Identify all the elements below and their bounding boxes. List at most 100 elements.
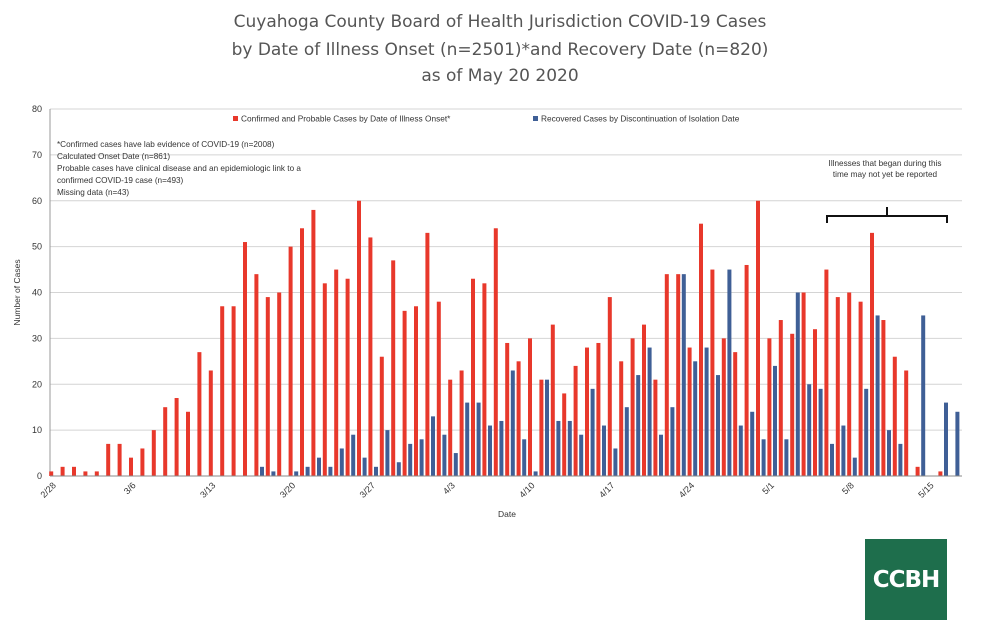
confirmed-bar xyxy=(277,292,282,476)
note-line: Calculated Onset Date (n=861) xyxy=(57,152,171,162)
recovered-bar xyxy=(260,466,264,476)
confirmed-bar xyxy=(790,333,795,476)
note-line: Probable cases have clinical disease and… xyxy=(57,164,301,174)
recovered-bar xyxy=(545,379,549,476)
note-line: *Confirmed cases have lab evidence of CO… xyxy=(57,140,275,149)
recovered-bar xyxy=(396,462,401,476)
confirmed-bar xyxy=(653,379,658,476)
confirmed-bar xyxy=(493,228,498,476)
confirmed-bar xyxy=(288,246,293,476)
y-tick-label: 80 xyxy=(32,104,42,114)
confirmed-bar xyxy=(676,274,681,476)
ccbh-logo: CCBH xyxy=(865,539,947,620)
confirmed-bar xyxy=(49,471,54,476)
recovered-bar xyxy=(602,425,606,476)
legend: Confirmed and Probable Cases by Date of … xyxy=(233,114,740,124)
recovered-bar xyxy=(453,453,458,476)
x-tick-label: 5/15 xyxy=(916,480,935,499)
x-tick-label: 3/6 xyxy=(122,480,138,496)
recovered-bar xyxy=(317,457,321,476)
x-tick-label: 3/27 xyxy=(358,480,377,499)
confirmed-bar xyxy=(824,269,829,476)
recovered-bar xyxy=(339,448,344,476)
chart-title-line-1: Cuyahoga County Board of Health Jurisdic… xyxy=(233,12,767,32)
confirmed-bar xyxy=(436,301,441,476)
confirmed-bar xyxy=(687,347,692,476)
recovered-bar xyxy=(830,443,834,476)
recovered-bar xyxy=(476,402,481,476)
confirmed-bar xyxy=(448,379,453,476)
confirmed-bar xyxy=(870,232,874,476)
confirmed-bar xyxy=(402,310,407,476)
recovered-bar xyxy=(670,407,675,476)
y-tick-label: 0 xyxy=(37,471,42,481)
confirmed-bar xyxy=(550,324,555,476)
confirmed-bar xyxy=(72,466,76,476)
recovered-bar xyxy=(294,471,299,476)
recovered-bar xyxy=(465,402,470,476)
recovered-bar xyxy=(328,466,333,476)
confirmed-bar xyxy=(391,260,396,476)
confirmed-bar xyxy=(767,338,772,476)
confirmed-bar xyxy=(744,264,749,476)
confirmed-bar xyxy=(174,398,179,476)
confirmed-bar xyxy=(368,237,373,476)
recovered-bar xyxy=(522,439,527,476)
recovered-bar xyxy=(761,439,766,476)
recovered-bar xyxy=(738,425,743,476)
recovered-bar xyxy=(271,471,276,476)
confirmed-bar xyxy=(345,278,350,476)
y-tick-label: 20 xyxy=(32,379,42,389)
recovered-bar xyxy=(704,347,709,476)
confirmed-bar xyxy=(778,320,783,476)
confirmed-bar xyxy=(254,274,259,476)
x-tick-label: 4/24 xyxy=(677,480,696,499)
confirmed-bar xyxy=(265,297,270,476)
confirmed-bar xyxy=(710,269,715,476)
recovered-bar xyxy=(898,443,903,476)
recovered-bar xyxy=(841,425,846,476)
recovered-series xyxy=(260,269,960,476)
confirmed-bar xyxy=(756,200,760,476)
recovered-bar xyxy=(875,315,880,476)
confirmed-bar xyxy=(835,297,840,476)
footnotes: *Confirmed cases have lab evidence of CO… xyxy=(57,139,301,199)
confirmed-bar xyxy=(596,342,601,476)
x-tick-label: 4/3 xyxy=(441,480,457,496)
confirmed-series xyxy=(49,200,943,477)
recovered-bar xyxy=(921,315,926,476)
recovered-bar xyxy=(442,434,447,476)
confirmed-bar xyxy=(243,242,247,476)
recovered-bar xyxy=(636,375,641,476)
confirmed-bar xyxy=(60,466,65,476)
confirmed-bar xyxy=(516,361,521,476)
recovered-bar xyxy=(419,439,424,476)
confirmed-bar xyxy=(619,361,624,476)
confirmed-bar xyxy=(482,283,487,476)
recovered-bar xyxy=(351,434,356,476)
recovered-bar xyxy=(647,347,652,476)
recovered-bar xyxy=(807,384,812,476)
confirmed-bar xyxy=(311,209,316,477)
chart-title-line-2: by Date of Illness Onset (n=2501)*and Re… xyxy=(231,40,769,60)
y-tick-label: 50 xyxy=(32,242,42,252)
confirmed-bar xyxy=(881,320,886,476)
confirmed-bar xyxy=(379,356,384,476)
recovered-bar xyxy=(716,375,720,476)
y-tick-label: 10 xyxy=(32,425,42,435)
recovered-bar xyxy=(693,361,698,476)
y-tick-label: 30 xyxy=(32,333,42,343)
recovered-bar xyxy=(773,365,777,476)
legend-swatch-confirmed xyxy=(233,116,238,121)
confirmed-bar xyxy=(94,471,99,476)
recovered-bar xyxy=(624,407,629,476)
recovered-bar xyxy=(362,457,367,476)
bracket-line xyxy=(826,207,948,223)
confirmed-bar xyxy=(721,338,726,476)
reporting-delay-annotation: Illnesses that began during this time ma… xyxy=(780,158,990,180)
confirmed-bar xyxy=(163,407,168,476)
legend-label-recovered: Recovered Cases by Discontinuation of Is… xyxy=(541,114,740,124)
confirmed-bar xyxy=(300,228,304,476)
confirmed-bar xyxy=(813,329,817,476)
confirmed-bar xyxy=(471,278,475,476)
